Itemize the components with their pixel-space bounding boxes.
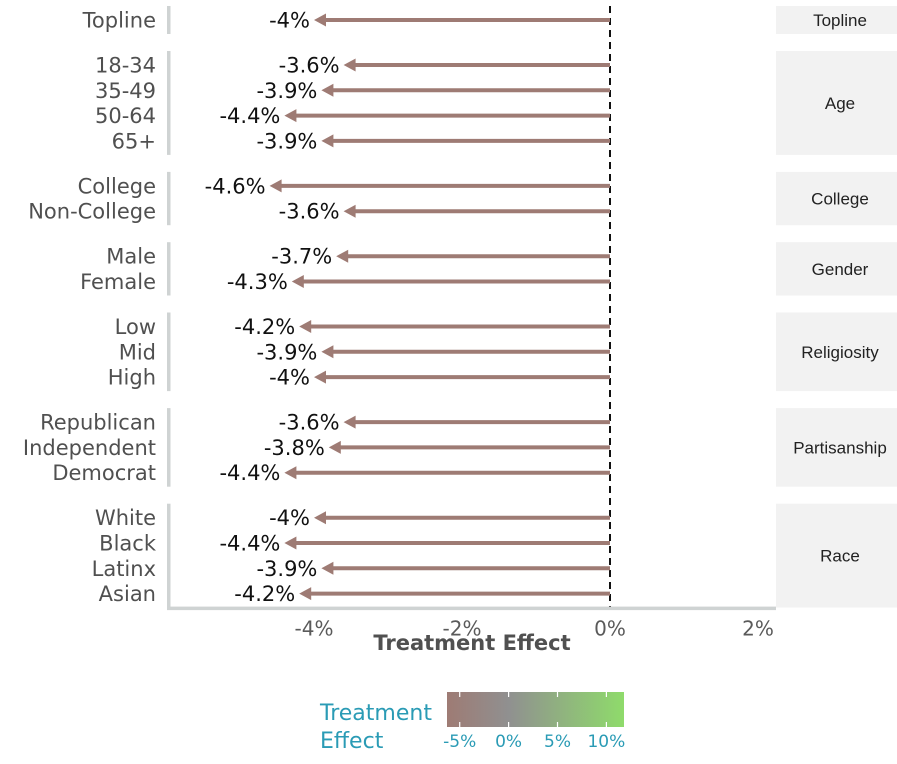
effect-arrow-head (299, 587, 311, 600)
category-label: Democrat (52, 461, 156, 485)
x-axis-line (167, 607, 776, 611)
panel-axis-band (167, 242, 171, 295)
category-label: 35-49 (95, 79, 156, 103)
effect-arrow-head (344, 416, 356, 429)
category-label: Non-College (28, 200, 156, 224)
panel-axis-band (167, 313, 171, 392)
effect-arrow-head (344, 59, 356, 72)
effect-arrow-head (314, 511, 326, 524)
value-label: -4.2% (234, 582, 295, 606)
value-label: -4% (269, 9, 310, 33)
panel-axis-band (167, 6, 171, 34)
category-label: Low (115, 315, 156, 339)
legend-colorbar (447, 692, 624, 727)
effect-arrow-head (299, 320, 311, 333)
value-label: -4% (269, 366, 310, 390)
value-label: -4.2% (234, 315, 295, 339)
effect-arrow-head (321, 345, 333, 358)
category-label: White (95, 506, 156, 530)
legend-tick-label: 10% (587, 732, 625, 752)
category-label: 50-64 (95, 104, 156, 128)
x-axis: Treatment Effect -4% -2% 0% 2% (167, 607, 776, 655)
facet-strip-label: Partisanship (793, 438, 887, 457)
category-label: College (78, 174, 156, 198)
category-label: Independent (23, 436, 156, 460)
effect-arrow-head (336, 250, 348, 263)
panel-axis-band (167, 408, 171, 487)
value-label: -3.9% (256, 340, 317, 364)
category-label: High (108, 366, 156, 390)
panel-axis-band (167, 172, 171, 225)
value-label: -3.7% (271, 245, 332, 269)
facet-strip-label: Age (825, 94, 855, 113)
effect-arrows (270, 14, 610, 601)
facet-strip-label: College (811, 190, 869, 209)
effect-arrow-head (284, 466, 296, 479)
panel-axis-band (167, 504, 171, 608)
value-label: -4.6% (205, 174, 266, 198)
facet-strip-label: Topline (813, 11, 867, 30)
value-label: -4.4% (219, 532, 280, 556)
value-label: -4.3% (227, 270, 288, 294)
effect-arrow-head (284, 537, 296, 550)
value-label: -3.6% (279, 200, 340, 224)
effect-arrow-head (321, 562, 333, 575)
facet-strip-label: Gender (812, 260, 869, 279)
category-label: Mid (119, 340, 156, 364)
value-label: -4.4% (219, 104, 280, 128)
x-tick-label: -4% (295, 617, 334, 641)
legend-tick-label: 0% (495, 732, 522, 752)
legend-tick-label: 5% (544, 732, 571, 752)
value-label: -3.9% (256, 79, 317, 103)
category-label: Female (80, 270, 156, 294)
facet-strips: Topline Age College Gender Religiosity Partis… (776, 6, 897, 608)
value-label: -4.4% (219, 461, 280, 485)
category-label: Republican (40, 411, 156, 435)
value-label: -3.6% (279, 54, 340, 78)
effect-arrow-head (292, 275, 304, 288)
legend-tick-label: -5% (443, 732, 476, 752)
x-tick-label: 0% (594, 617, 626, 641)
value-label: -3.6% (279, 411, 340, 435)
value-label: -3.9% (256, 557, 317, 581)
effect-arrow-head (284, 109, 296, 122)
category-label: Male (106, 245, 156, 269)
value-label: -4% (269, 506, 310, 530)
value-label: -3.9% (256, 129, 317, 153)
category-label: Latinx (92, 557, 156, 581)
effect-arrow-head (321, 84, 333, 97)
panel-axis-band (167, 51, 171, 155)
x-tick-label: -2% (443, 617, 482, 641)
x-tick-label: 2% (742, 617, 774, 641)
category-label: Topline (82, 9, 156, 33)
color-legend: -5% 0% 5% 10% Treatment Effect (319, 692, 625, 754)
facet-axis-bands (167, 6, 171, 608)
legend-title: Effect (320, 729, 384, 754)
value-label: -3.8% (264, 436, 325, 460)
category-label: Black (99, 532, 157, 556)
category-label: 18-34 (95, 54, 156, 78)
legend-title: Treatment (319, 701, 432, 726)
effect-arrow-head (321, 134, 333, 147)
effect-arrow-head (314, 14, 326, 27)
effect-arrow-head (270, 179, 282, 192)
category-label: 65+ (112, 129, 156, 153)
facet-strip-label: Religiosity (801, 343, 879, 362)
category-label: Asian (99, 582, 156, 606)
effect-arrow-head (329, 441, 341, 454)
effect-arrow-head (344, 205, 356, 218)
effect-arrow-head (314, 371, 326, 384)
facet-strip-label: Race (820, 547, 860, 566)
